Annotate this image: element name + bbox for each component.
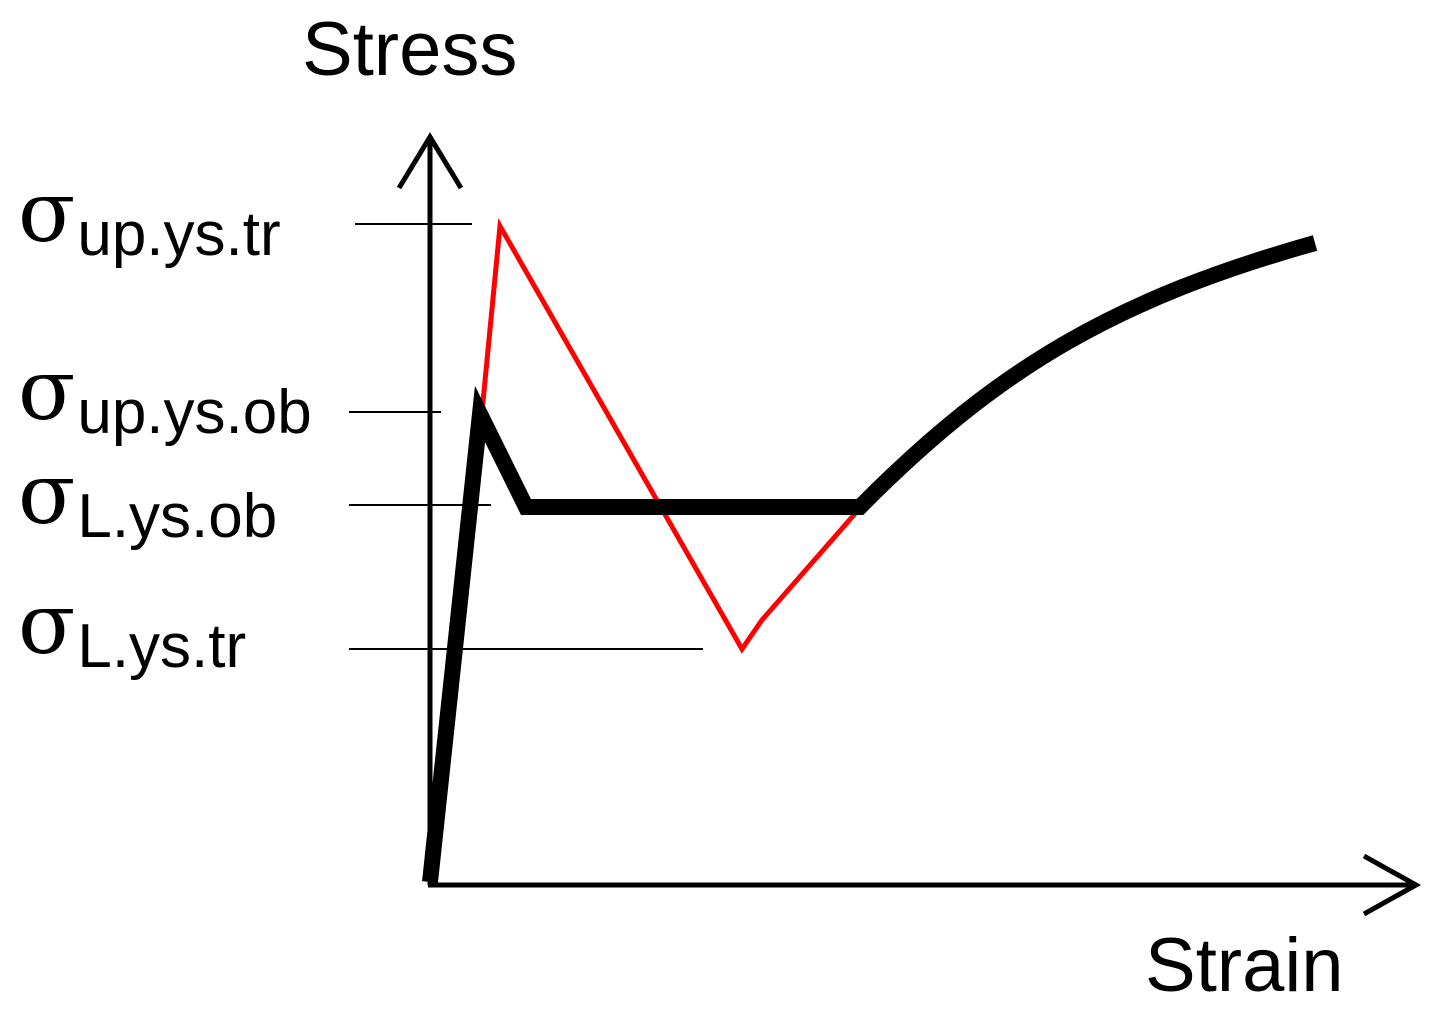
sigma-symbol: σ (18, 341, 76, 439)
level-subscript: L.ys.tr (77, 612, 247, 681)
x-axis-title: Strain (1145, 923, 1344, 1008)
level-label-l-ys-ob: σL.ys.ob (18, 452, 277, 548)
level-label-up-ys-ob: σup.ys.ob (18, 348, 312, 444)
sigma-symbol: σ (18, 163, 76, 261)
level-subscript: L.ys.ob (77, 482, 278, 551)
level-subscript: up.ys.ob (77, 378, 312, 447)
observed-stress-curve (422, 235, 1318, 883)
true-stress-curve (479, 217, 862, 654)
y-axis-title: Stress (302, 7, 518, 92)
x-axis-arrow-icon (1362, 853, 1422, 917)
level-label-l-ys-tr: σL.ys.tr (18, 582, 246, 678)
level-label-up-ys-tr: σup.ys.tr (18, 170, 281, 266)
sigma-symbol: σ (18, 445, 76, 543)
level-subscript: up.ys.tr (77, 200, 281, 269)
y-axis-arrow-icon (396, 132, 464, 190)
sigma-symbol: σ (18, 575, 76, 673)
